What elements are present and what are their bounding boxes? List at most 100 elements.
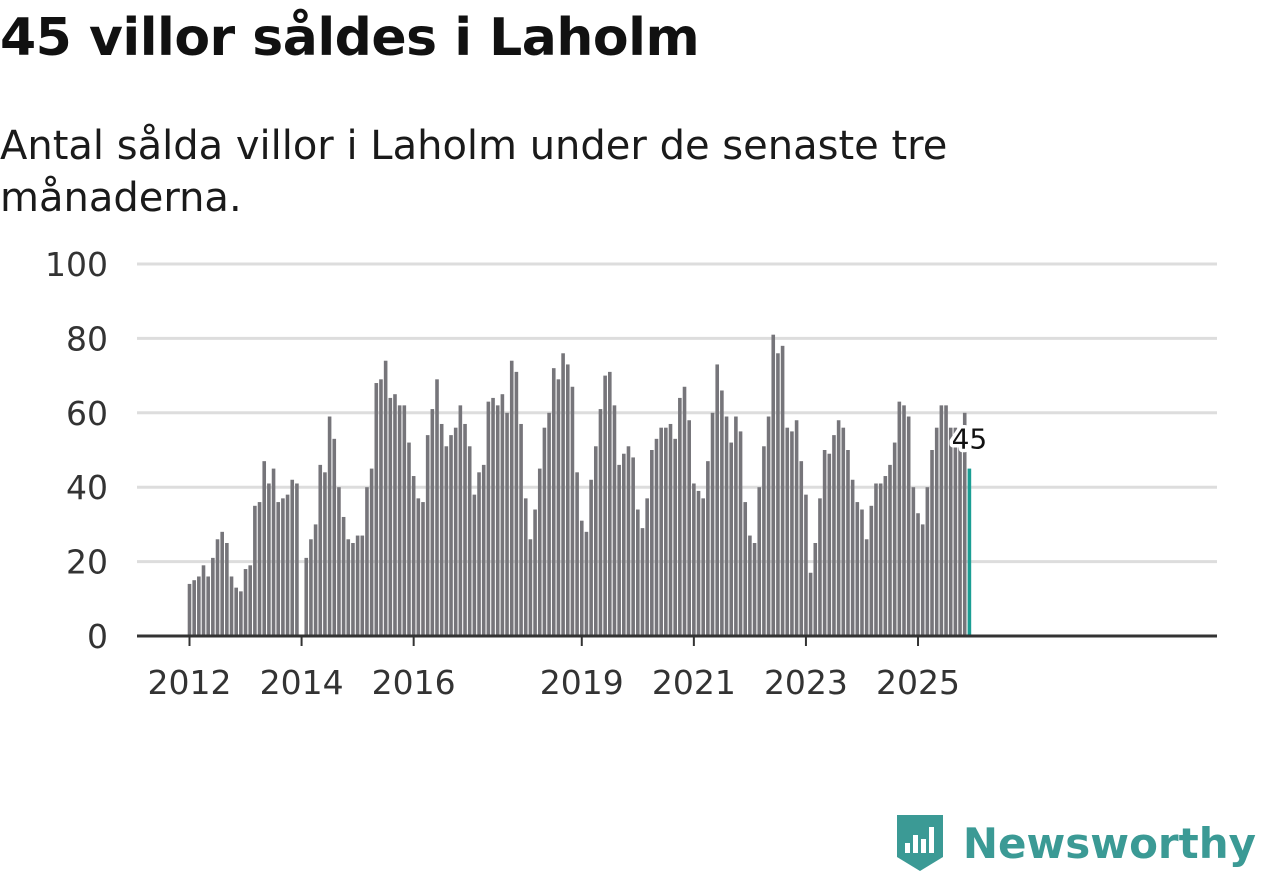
bar [556,379,561,636]
bar [262,461,267,636]
bar [780,345,785,636]
bar [920,524,925,636]
bar [243,569,248,636]
bar [411,476,416,636]
bar [505,412,509,636]
bar [360,535,365,636]
bar [897,401,902,636]
bar [537,468,542,636]
bar [192,580,196,636]
bar [715,364,720,636]
bar [253,505,257,636]
bar [710,412,715,636]
bar [337,487,341,636]
bar [332,438,337,636]
bar [547,412,551,636]
bar [584,531,589,636]
bar [608,371,612,636]
bar [225,543,229,636]
bar [808,572,813,636]
bar [738,431,743,636]
x-tick-label: 2014 [260,663,344,702]
bar [631,457,635,636]
bar [850,479,855,636]
bar [416,498,421,636]
bar [351,543,355,636]
bar [229,576,234,636]
bar [323,472,327,636]
bar [439,423,444,636]
bar [934,427,939,636]
bar [463,423,467,636]
bar [752,543,757,636]
bar [799,461,804,636]
bar [598,409,603,636]
bar [846,450,850,636]
bar [327,416,332,636]
bar [528,539,533,636]
bar [757,487,762,636]
bar [911,487,916,636]
axes: 0 20 40 60 80 100 2012 2014 2016 2019 2021 2023 2025… [45,245,1217,702]
bar [565,364,570,636]
bar [925,487,930,636]
bar [523,498,528,636]
bar [341,516,346,636]
bar [449,435,453,636]
bar-chart: 0 20 40 60 80 100 2012 2014 2016 2019 2021 2023 2025… [45,245,1217,702]
bars [187,334,972,636]
chart-subtitle: Antal sålda villor i Laholm under de sen… [0,123,948,221]
bar [668,423,673,636]
bar [813,543,818,636]
bar [603,375,607,636]
bar [743,502,748,636]
bar [267,483,271,636]
bar [654,438,659,636]
chart-title: 45 villor såldes i Laholm [0,8,700,68]
bar [804,494,808,636]
bar [953,427,958,636]
bar [888,464,892,636]
bar [902,405,906,636]
bar [822,450,827,636]
bar [916,513,920,636]
y-tick-label: 0 [87,617,108,656]
bar [734,416,738,636]
bar [701,498,705,636]
bar [776,353,780,636]
bar [495,405,500,636]
bar [206,576,210,636]
bar [682,386,687,636]
bar [220,531,224,636]
bar [962,412,967,636]
bar [673,438,677,636]
y-tick-label: 40 [66,468,108,507]
bar [309,539,313,636]
bar [948,427,953,636]
bar [636,509,640,636]
x-tick-label: 2025 [876,663,960,702]
bar [771,334,776,636]
bar [724,416,729,636]
bar [519,423,523,636]
bar [425,435,430,636]
bar [486,401,491,636]
bar [458,405,463,636]
bar [626,446,631,636]
bar [551,368,556,636]
highlight-bar [967,468,972,636]
bar [794,420,799,636]
bar [383,360,388,636]
bar [346,539,351,636]
bar [533,509,537,636]
bar [444,446,449,636]
bar [958,442,962,636]
x-tick-label: 2016 [372,663,456,702]
bar [285,494,290,636]
bar [393,394,397,636]
bar [612,405,617,636]
bar [944,405,948,636]
bar [748,535,752,636]
bar [729,442,734,636]
bar [836,420,841,636]
